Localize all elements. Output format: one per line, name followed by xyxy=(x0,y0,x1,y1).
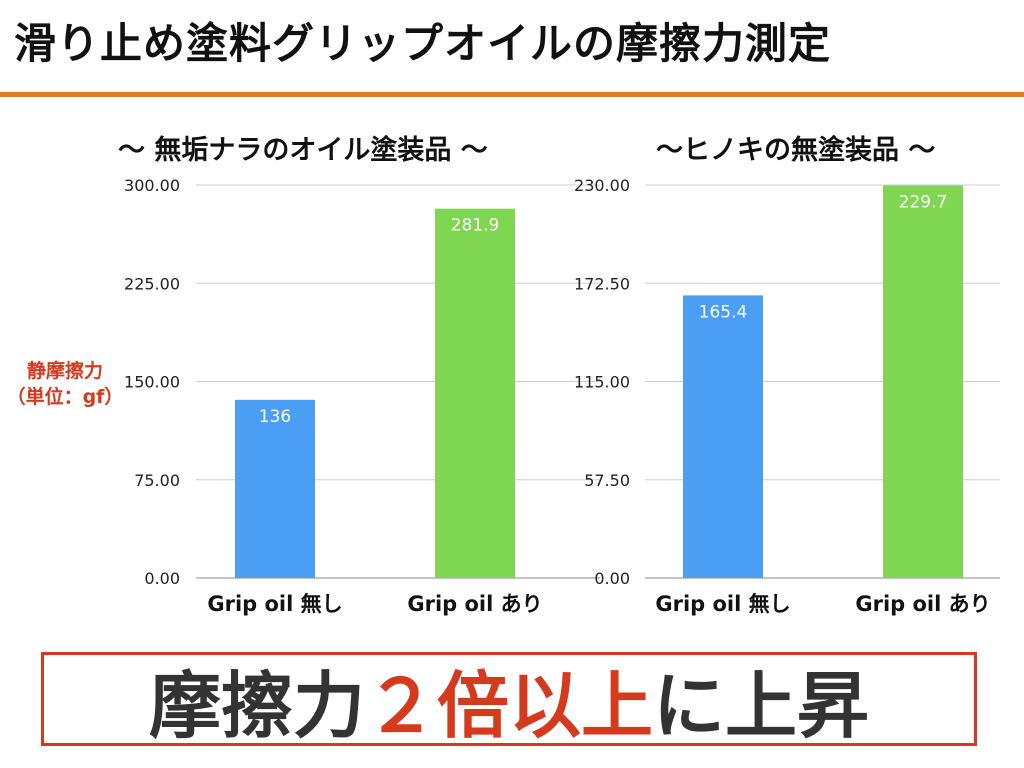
y-tick-label: 230.00 xyxy=(574,176,630,195)
bar-charts: 0.00 75.00 150.00 225.00 300.00 136 Grip oil 無… xyxy=(124,176,1000,616)
x-tick-label: Grip oil あり xyxy=(407,592,542,616)
title-divider xyxy=(0,92,1024,97)
conclusion-part2: ２倍以上 xyxy=(364,663,653,748)
y-axis-label-line1: 静摩擦力 xyxy=(26,360,103,382)
bar xyxy=(883,185,963,578)
chart-title-hinoki: 〜ヒノキの無塗装品 〜 xyxy=(656,135,936,166)
data-label: 281.9 xyxy=(451,216,500,236)
y-tick-label: 57.50 xyxy=(584,471,630,490)
x-tick-label: Grip oil 無し xyxy=(207,592,342,616)
y-axis-label: 静摩擦力 （単位：gf） xyxy=(0,358,130,410)
conclusion-part3: に上昇 xyxy=(653,663,870,748)
y-tick-label: 75.00 xyxy=(134,471,180,490)
data-label: 229.7 xyxy=(899,193,948,213)
conclusion-box: 摩擦力 ２倍以上 に上昇 xyxy=(41,652,977,748)
data-label: 136 xyxy=(259,407,291,427)
bar xyxy=(235,399,315,578)
bar xyxy=(683,295,763,578)
y-tick-label: 150.00 xyxy=(124,373,180,392)
y-tick-label: 115.00 xyxy=(574,373,630,392)
y-tick-label: 0.00 xyxy=(594,569,630,588)
y-tick-label: 300.00 xyxy=(124,176,180,195)
y-axis-label-line2: （単位：gf） xyxy=(6,386,124,408)
x-tick-label: Grip oil あり xyxy=(855,592,990,616)
data-label: 165.4 xyxy=(699,302,748,322)
y-tick-label: 0.00 xyxy=(144,569,180,588)
bar xyxy=(435,208,515,578)
conclusion-part1: 摩擦力 xyxy=(148,663,365,748)
x-tick-label: Grip oil 無し xyxy=(655,592,790,616)
page-title: 滑り止め塗料グリップオイルの摩擦力測定 xyxy=(14,19,832,68)
chart-title-oak: 〜 無垢ナラのオイル塗装品 〜 xyxy=(118,135,488,166)
y-tick-label: 172.50 xyxy=(574,274,630,293)
y-tick-label: 225.00 xyxy=(124,274,180,293)
